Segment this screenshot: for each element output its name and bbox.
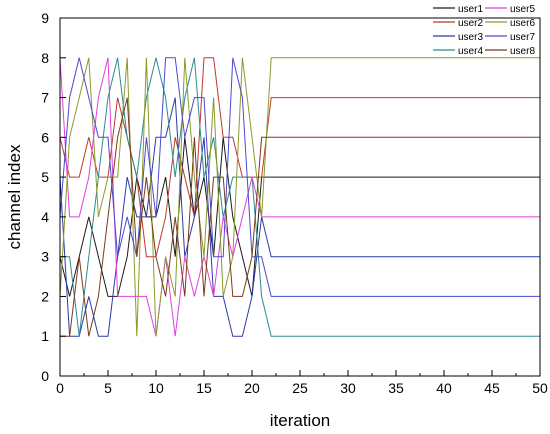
legend-label-user3: user3	[458, 32, 483, 43]
legend-label-user7: user7	[510, 32, 535, 43]
x-tick-label-5: 5	[104, 380, 112, 396]
series-line-user6	[59, 57, 540, 337]
legend-label-user8: user8	[510, 46, 535, 57]
y-tick-label-6: 6	[41, 129, 49, 145]
x-tick-labels: 0 5 10 15 20 25 30 35 40 45 50	[56, 380, 548, 396]
y-axis-title: channel index	[5, 144, 24, 249]
x-tick-label-15: 15	[196, 380, 212, 396]
y-tick-label-1: 1	[41, 328, 49, 344]
y-tick-label-8: 8	[41, 50, 49, 66]
series-line-user1	[59, 137, 540, 297]
x-tick-label-25: 25	[292, 380, 308, 396]
x-tick-label-20: 20	[244, 380, 260, 396]
y-tick-label-2: 2	[41, 288, 49, 304]
x-tick-label-45: 45	[484, 380, 500, 396]
x-tick-label-50: 50	[532, 380, 548, 396]
legend-label-user1: user1	[458, 4, 483, 15]
x-tick-label-0: 0	[56, 380, 64, 396]
y-tick-label-9: 9	[41, 10, 49, 26]
y-tick-label-3: 3	[41, 249, 49, 265]
legend-label-user6: user6	[510, 18, 535, 29]
series-line-user5	[59, 57, 540, 337]
series-line-user8	[60, 97, 540, 337]
series-lines	[59, 57, 540, 337]
legend-label-user2: user2	[458, 18, 483, 29]
y-tick-label-0: 0	[41, 368, 49, 384]
axis-ticks	[59, 17, 541, 377]
x-tick-label-35: 35	[388, 380, 404, 396]
legend: user1 user5 user2 user6 user3 user7 user4 user8	[433, 4, 535, 57]
y-tick-label-7: 7	[41, 90, 49, 106]
series-line-user7	[59, 57, 540, 297]
x-tick-label-10: 10	[148, 380, 164, 396]
legend-label-user5: user5	[510, 4, 535, 15]
legend-label-user4: user4	[458, 46, 483, 57]
y-tick-label-4: 4	[41, 209, 49, 225]
y-tick-labels: 0 1 2 3 4 5 6 7 8 9	[41, 10, 49, 384]
x-tick-label-30: 30	[340, 380, 356, 396]
x-tick-label-40: 40	[436, 380, 452, 396]
y-tick-label-5: 5	[41, 169, 49, 185]
series-line-user3	[59, 97, 540, 337]
x-axis-title: iteration	[270, 411, 330, 430]
